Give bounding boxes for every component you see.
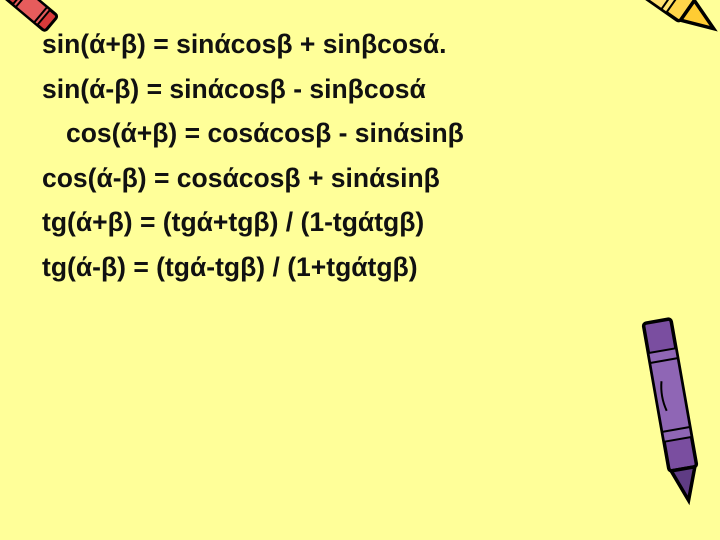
slide: sin(ά+β) = sinάcosβ + sinβcosά. sin(ά-β)… <box>0 0 720 540</box>
formula-text: cos(ά+β) = cosάcosβ - sinάsinβ <box>42 111 660 156</box>
formula-line: tg(ά+β) = (tgά+tgβ) / (1-tgάtgβ) <box>42 200 660 245</box>
formula-text: sin(ά-β) = sinάcosβ - sinβcosά <box>42 74 426 104</box>
formula-line: sin(ά+β) = sinάcosβ + sinβcosά. <box>42 22 660 67</box>
crayon-purple-icon <box>620 277 719 514</box>
formula-line: sin(ά-β) = sinάcosβ - sinβcosά cos(ά+β) … <box>42 67 660 156</box>
formula-line: tg(ά-β) = (tgά-tgβ) / (1+tgάtgβ) <box>42 245 660 290</box>
formula-line: cos(ά-β) = cosάcosβ + sinάsinβ <box>42 156 660 201</box>
formula-block: sin(ά+β) = sinάcosβ + sinβcosά. sin(ά-β)… <box>42 22 660 289</box>
